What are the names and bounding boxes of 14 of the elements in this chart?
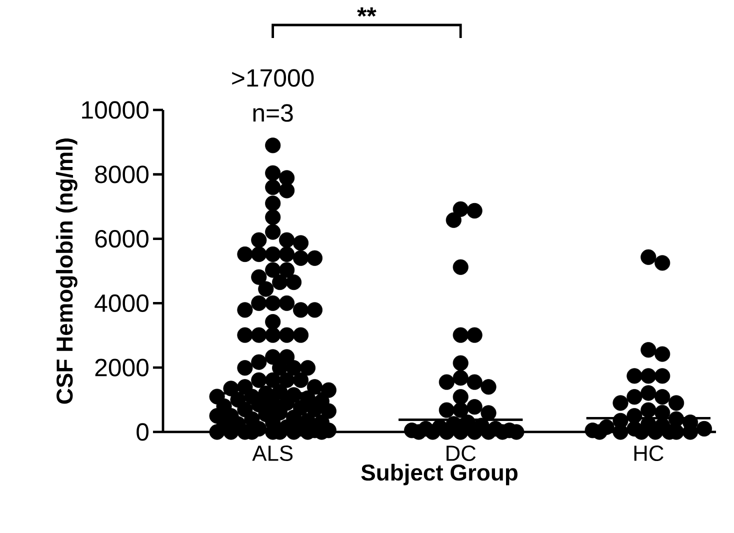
- x-tick-label: ALS: [252, 445, 293, 462]
- y-tick-label: 10000: [82, 101, 148, 119]
- x-axis-title: Subject Group: [361, 464, 518, 486]
- y-tick-label: 8000: [95, 166, 148, 184]
- y-tick-label: 6000: [95, 230, 148, 248]
- y-axis-title: CSF Hemoglobin (ng/ml): [56, 138, 78, 404]
- annotation: n=3: [253, 104, 293, 122]
- x-tick-label: DC: [446, 445, 476, 462]
- y-tick-label: 4000: [94, 294, 148, 312]
- text: >17000: [232, 69, 314, 87]
- y-tick-label: 0: [136, 423, 149, 441]
- y-tick-label: 2000: [95, 358, 148, 376]
- text: **: [357, 7, 376, 17]
- x-tick-label: HC: [634, 445, 664, 462]
